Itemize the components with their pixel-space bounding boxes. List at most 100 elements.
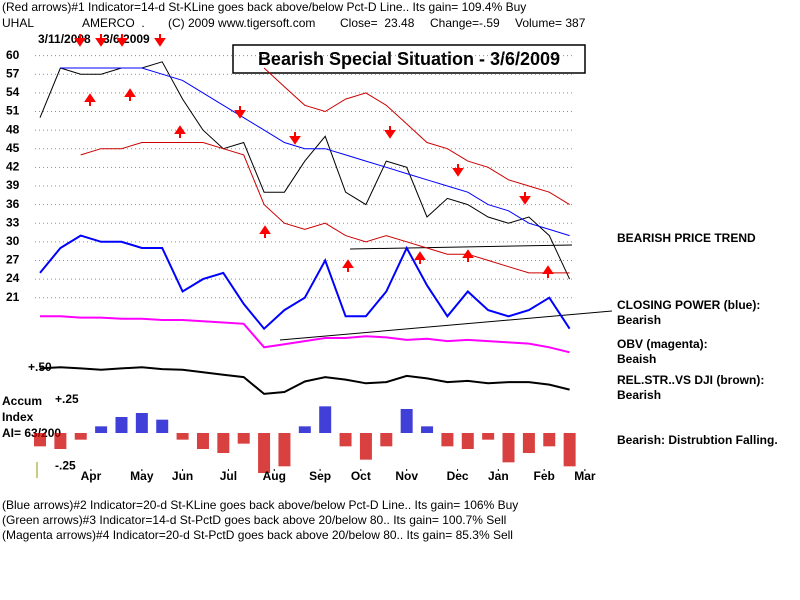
bar: [421, 426, 434, 433]
panel-label: Accum: [2, 394, 42, 408]
header-line: (Red arrows)#1 Indicator=14-d St-KLine g…: [2, 0, 526, 14]
bar: [74, 433, 87, 440]
x-tick-label: Aug: [263, 469, 286, 483]
bar: [461, 433, 474, 449]
trend-line: [349, 244, 573, 250]
bar: [196, 433, 209, 449]
y-tick-label: 36: [6, 197, 20, 211]
bar: [441, 433, 454, 447]
y-tick-label: 57: [6, 66, 20, 80]
trend-note: BEARISH PRICE TREND: [617, 231, 756, 245]
y-tick-label: 51: [6, 104, 20, 118]
y-tick-label: 21: [6, 290, 20, 304]
y-tick-label: +.25: [55, 392, 79, 406]
symbol: UHAL: [2, 16, 34, 30]
legend-status: Bearish: [617, 313, 661, 327]
change: Change=-.59: [430, 16, 500, 30]
panel-label: AI= 63/200: [2, 426, 61, 440]
y-tick-label: 45: [6, 141, 20, 155]
legend-status: Bearish: [617, 388, 661, 402]
legend-label: REL.STR..VS DJI (brown):: [617, 373, 764, 387]
y-tick-label: 48: [6, 122, 20, 136]
series-line: [263, 67, 570, 206]
signal-arrow: [154, 34, 166, 47]
y-tick-label: -.25: [55, 459, 76, 473]
bar: [522, 433, 535, 453]
y-tick-label: 24: [6, 271, 20, 285]
bar: [258, 433, 271, 473]
bar: [319, 406, 332, 433]
bar: [156, 419, 169, 433]
y-tick-label: 27: [6, 253, 20, 267]
bar: [543, 433, 556, 447]
x-tick-label: Jun: [172, 469, 193, 483]
y-tick-label: 42: [6, 160, 20, 174]
bar: [359, 433, 372, 460]
footer-line: (Green arrows)#3 Indicator=14-d St-PctD …: [2, 513, 506, 527]
x-tick-label: Apr: [81, 469, 102, 483]
signal-arrow: [342, 259, 354, 272]
y-tick-label: 54: [6, 85, 20, 99]
signal-arrow: [384, 126, 396, 139]
signal-arrow: [542, 265, 554, 278]
signal-arrow: [452, 164, 464, 177]
signal-arrow: [174, 125, 186, 138]
x-tick-label: Sep: [309, 469, 331, 483]
signal-arrow: [259, 225, 271, 238]
bar: [176, 433, 189, 440]
y-tick-label: 33: [6, 215, 20, 229]
x-tick-label: Nov: [395, 469, 418, 483]
bar: [502, 433, 515, 463]
signal-arrow: [462, 249, 474, 262]
bar: [135, 413, 148, 433]
signal-arrow: [84, 93, 96, 106]
footer-line: (Blue arrows)#2 Indicator=20-d St-KLine …: [2, 498, 518, 512]
y-tick-label: 30: [6, 234, 20, 248]
bar: [54, 433, 67, 449]
series-line: [39, 234, 571, 331]
bar: [339, 433, 352, 447]
y-tick-label: 60: [6, 48, 20, 62]
signal-arrow: [74, 34, 86, 47]
bar: [563, 433, 576, 467]
panel-label: Index: [2, 410, 34, 424]
company: AMERCO .: [82, 16, 145, 30]
title-box: [232, 44, 586, 74]
bar: [217, 433, 230, 453]
x-tick-label: Jan: [488, 469, 509, 483]
signal-arrow: [124, 88, 136, 101]
x-tick-label: Jul: [220, 469, 237, 483]
signal-arrow: [519, 192, 531, 205]
x-tick-label: Oct: [351, 469, 371, 483]
x-tick-label: Dec: [447, 469, 469, 483]
signal-arrow: [289, 132, 301, 145]
bar: [380, 433, 393, 447]
close: Close= 23.48: [340, 16, 415, 30]
axis-note: +.50: [28, 360, 52, 374]
series-line: [60, 67, 570, 237]
series-line: [40, 315, 570, 354]
signal-arrow: [95, 34, 107, 47]
footer-line: (Magenta arrows)#4 Indicator=20-d St-Pct…: [2, 528, 513, 542]
legend-label: OBV (magenta):: [617, 337, 708, 351]
panel-note: Bearish: Distrubtion Falling.: [617, 433, 778, 447]
bar: [34, 433, 46, 447]
bar: [278, 433, 291, 467]
x-tick-label: Mar: [574, 469, 596, 483]
x-tick-label: Feb: [533, 469, 554, 483]
chart-title: Bearish Special Situation - 3/6/2009: [258, 49, 560, 69]
bar: [115, 417, 128, 433]
signal-arrow: [234, 106, 246, 119]
bar: [482, 433, 495, 440]
bar: [237, 433, 250, 444]
legend-label: CLOSING POWER (blue):: [617, 298, 760, 312]
volume: Volume= 387: [515, 16, 586, 30]
series-line: [39, 366, 570, 395]
x-tick-label: May: [130, 469, 154, 483]
series-line: [80, 142, 570, 274]
legend-status: Beaish: [617, 352, 656, 366]
signal-arrow: [414, 251, 426, 264]
signal-arrow: [116, 34, 128, 47]
